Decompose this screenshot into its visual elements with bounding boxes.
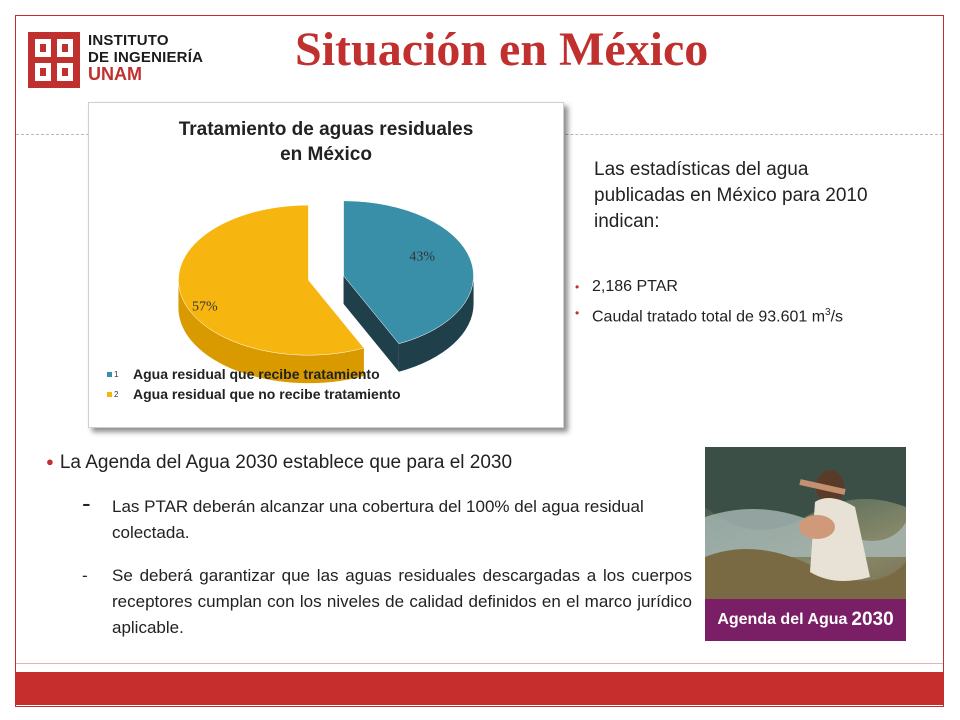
pie-slice-side [178,280,364,384]
legend-swatch [107,372,112,377]
list-item: • Caudal tratado total de 93.601 m3/s [572,300,952,326]
legend-number: 2 [114,390,119,399]
footer-bar [16,672,943,705]
stats-list: • 2,186 PTAR • Caudal tratado total de 93.… [572,274,952,326]
pie-chart-panel: 43% 57% Tratamiento de aguas residuales e… [88,102,564,428]
institute-logo: INSTITUTO DE INGENIERÍA UNAM [28,32,228,92]
footer-divider [16,663,943,664]
stat-caudal-sup: 3 [825,307,831,318]
slide-frame [15,15,944,707]
bullet-icon: • [575,306,580,320]
dash-marker: - [82,488,91,518]
list-item: • 2,186 PTAR [572,274,952,300]
slide-title: Situación en México [295,23,709,76]
pie-value-label: 43% [409,250,435,265]
logo-line-3: UNAM [88,64,142,84]
stat-ptar: 2,186 PTAR [592,278,678,295]
pie-slice-side [398,275,474,372]
logo-line-1: INSTITUTO [88,32,169,49]
logo-line-2: DE INGENIERÍA [88,49,204,66]
legend-label: Agua residual que no recibe tratamiento [133,386,401,402]
pie-slice-cut-face [343,275,399,372]
stat-caudal-unit: /s [830,308,844,326]
agenda-heading: ● La Agenda del Agua 2030 establece que p… [46,452,512,474]
pie-value-label: 57% [192,299,218,314]
chart-title-line-1: Tratamiento de aguas residuales [178,119,474,140]
chart-title-line-2: en México [280,144,372,165]
agenda-photo: Agenda del Agua 2030 [705,447,906,641]
stats-intro: Las estadísticas del agua publicadas en … [594,159,868,232]
photo-scene-icon [705,447,906,599]
agenda-heading-text: La Agenda del Agua 2030 establece que pa… [59,452,513,473]
agenda-point-text: Las PTAR deberán alcanzar una cobertura … [112,497,644,542]
legend-label: Agua residual que recibe tratamiento [133,366,380,382]
pie-chart: 43% 57% [178,200,474,384]
pie-slice-1 [343,200,474,344]
pie-slice-2 [178,204,365,356]
photo-banner-text: Agenda del Agua [717,611,848,628]
unam-logo-icon [28,32,80,88]
photo-banner-number: 2030 [851,609,894,630]
bullet-icon: • [575,280,580,294]
photo-banner: Agenda del Agua 2030 [705,599,906,641]
dash-marker: - [82,566,88,585]
agenda-point-text: Se deberá garantizar que las aguas resid… [112,566,692,637]
legend-swatch [107,392,112,397]
bullet-icon: ● [46,454,54,469]
stat-caudal: Caudal tratado total de 93.601 m [592,308,826,326]
chart-title: Tratamiento de aguas residuales en Méxic… [89,117,563,167]
legend-number: 1 [114,370,119,379]
